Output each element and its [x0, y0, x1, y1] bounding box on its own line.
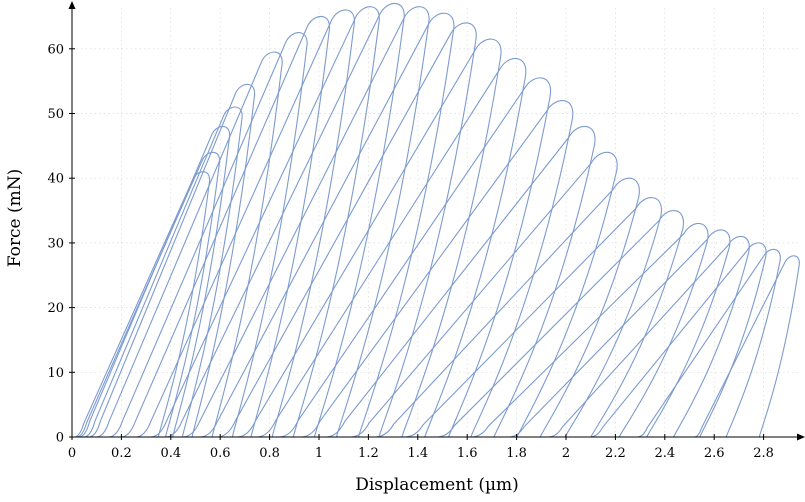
- load-cycle-curve: [237, 38, 502, 438]
- y-axis-title: Force (mN): [5, 169, 25, 267]
- load-cycle-curve: [74, 171, 211, 438]
- y-ticks: 0 10 20 30 40 50 60: [47, 42, 75, 446]
- x-tick-label: 2.8: [753, 446, 774, 461]
- x-tick-label: 1.8: [506, 446, 527, 461]
- load-cycle-curve: [84, 106, 243, 438]
- load-cycle-curve: [326, 125, 596, 438]
- load-cycle-curve: [121, 16, 331, 438]
- y-tick-label: 0: [56, 431, 64, 446]
- x-tick-label: 0.2: [111, 446, 132, 461]
- x-tick-label: 0.6: [210, 446, 231, 461]
- load-cycle-curve: [217, 22, 477, 438]
- x-tick-label: 2: [562, 446, 570, 461]
- plot-curves: [74, 3, 800, 438]
- load-cycle-curve: [375, 177, 640, 438]
- x-axis-title: Displacement (µm): [355, 475, 519, 495]
- x-tick-label: 1.2: [358, 446, 379, 461]
- load-cycle-curve: [96, 51, 283, 438]
- x-tick-label: 0: [68, 446, 76, 461]
- x-tick-label: 1.6: [457, 446, 478, 461]
- load-cycle-curve: [257, 57, 527, 438]
- x-ticks: 0 0.2 0.4 0.6 0.8 1 1.2 1.4 1.6 1.8 2 2.2 2.4 2.6 2.8: [68, 434, 774, 461]
- load-cycle-curve: [694, 255, 800, 438]
- x-tick-label: 0.8: [259, 446, 280, 461]
- load-cycle-curve: [301, 99, 574, 438]
- x-tick-label: 2.4: [654, 446, 675, 461]
- y-tick-label: 20: [47, 301, 64, 316]
- y-tick-label: 50: [47, 107, 64, 122]
- x-tick-label: 1: [315, 446, 323, 461]
- y-tick-label: 30: [47, 236, 64, 251]
- load-cycle-curve: [351, 151, 618, 438]
- x-axis-arrow-icon: [797, 433, 805, 441]
- load-cycle-curve: [637, 248, 781, 438]
- load-cycle-curve: [279, 77, 552, 438]
- x-tick-label: 2.2: [605, 446, 626, 461]
- x-tick-label: 0.4: [160, 446, 181, 461]
- load-cycle-curve: [509, 229, 731, 438]
- x-tick-label: 2.6: [704, 446, 725, 461]
- load-cycle-curve: [472, 223, 709, 438]
- y-axis-arrow-icon: [68, 1, 76, 9]
- load-cycle-curve: [548, 236, 750, 438]
- y-tick-label: 60: [47, 42, 64, 57]
- load-cycle-curve: [200, 12, 455, 438]
- load-cycle-curve: [150, 6, 380, 438]
- load-cycle-curve: [108, 32, 308, 438]
- grid: [72, 8, 800, 437]
- load-cycle-curve: [405, 197, 662, 438]
- load-cycle-curve: [136, 9, 355, 438]
- y-tick-label: 10: [47, 366, 64, 381]
- load-cycle-curve: [437, 210, 684, 438]
- load-cycle-curve: [590, 242, 767, 438]
- axes: [68, 1, 805, 441]
- load-cycle-curve: [89, 83, 256, 438]
- y-tick-label: 40: [47, 172, 64, 187]
- x-tick-label: 1.4: [407, 446, 428, 461]
- load-cycle-curve: [76, 151, 221, 438]
- load-cycle-curve: [165, 3, 405, 438]
